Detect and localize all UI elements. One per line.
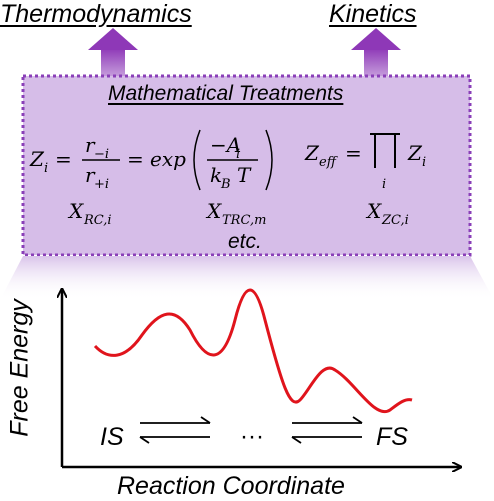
frac-numerator: r <box>85 133 96 157</box>
right-paren <box>265 129 273 191</box>
x-axis-label: Reaction Coordinate <box>117 472 345 500</box>
frac-denominator-sub: +i <box>94 177 109 192</box>
equals-2: = <box>127 147 144 171</box>
inner-denominator-t: T <box>237 163 252 187</box>
treatments-glow <box>0 256 494 300</box>
product-symbol <box>370 133 400 168</box>
etc-label: etc. <box>228 230 262 253</box>
thermodynamics-arrow <box>88 28 138 78</box>
zeff-subscript: eff <box>319 155 339 170</box>
zi-rhs-symbol: Z <box>407 141 423 165</box>
equilibrium-arrows-right <box>291 416 363 444</box>
x-rc-symbol: X <box>67 199 84 223</box>
frac-denominator: r <box>85 163 96 187</box>
zi-symbol: Z <box>29 147 45 171</box>
free-energy-curve <box>93 288 413 414</box>
inner-numerator-sub: i <box>236 147 240 162</box>
equals-1: = <box>55 147 72 171</box>
treatments-title: Mathematical Treatments <box>108 82 344 105</box>
inner-numerator: −A <box>210 133 241 157</box>
zeff-symbol: Z <box>304 141 320 165</box>
exp-label: exp <box>150 147 186 171</box>
x-rc-subscript: RC,i <box>83 213 112 228</box>
product-subscript: i <box>382 177 386 192</box>
frac-numerator-sub: −i <box>94 147 109 162</box>
final-state-label: FS <box>376 423 408 451</box>
ellipsis-label: ··· <box>240 423 264 450</box>
zi-rhs-subscript: i <box>422 155 426 170</box>
left-paren <box>193 129 201 191</box>
inner-denominator: k <box>210 163 222 187</box>
zi-subscript: i <box>44 161 48 176</box>
kinetics-heading: Kinetics <box>329 0 417 28</box>
kinetics-arrow <box>351 28 401 78</box>
plot-axes <box>62 290 460 467</box>
x-trc-symbol: X <box>205 199 222 223</box>
y-axis-label: Free Energy <box>5 299 34 437</box>
x-trc-subscript: TRC,m <box>222 213 266 228</box>
equals-3: = <box>345 141 362 165</box>
equilibrium-arrows-left <box>139 416 211 444</box>
inner-denominator-sub: B <box>220 177 231 192</box>
x-zc-symbol: X <box>365 199 382 223</box>
x-zc-subscript: ZC,i <box>381 213 409 228</box>
thermodynamics-heading: Thermodynamics <box>0 0 192 28</box>
initial-state-label: IS <box>100 423 124 451</box>
